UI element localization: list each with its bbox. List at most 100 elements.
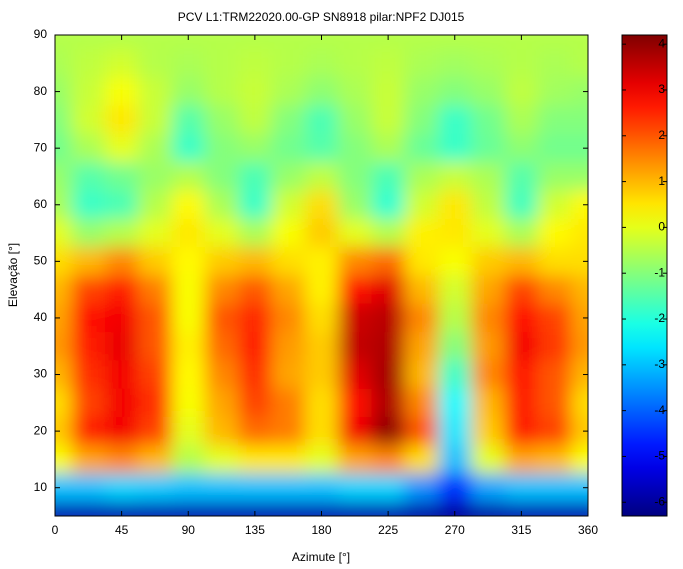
heatmap-cell [471,501,506,516]
heatmap-cell [304,388,339,418]
heatmap-cell [504,275,539,305]
x-tick-label: 315 [511,523,531,537]
heatmap-cell [471,360,506,390]
heatmap-cell [571,162,588,192]
x-tick-label: 45 [115,523,129,537]
heatmap-cell [338,105,372,135]
heatmap-cell [404,247,439,276]
heatmap-cell [371,445,406,475]
heatmap-cell [104,332,139,361]
y-tick-label: 90 [34,27,48,41]
x-tick-label: 270 [445,523,465,537]
heatmap-cell [371,388,406,418]
heatmap-cell [404,162,439,192]
heatmap-cell [238,360,273,390]
heatmap-cell [304,275,339,305]
heatmap-cell [104,134,139,163]
heatmap-cell [338,501,372,516]
heatmap-cell [504,35,539,50]
colorbar-tick-label: 4 [658,36,665,50]
heatmap-cell [71,247,106,276]
heatmap-cell [238,332,273,361]
heatmap-cell [404,445,439,475]
heatmap-cell [238,388,273,418]
colorbar-tick-label: 0 [658,220,665,234]
heatmap-cell [138,35,173,50]
colorbar-tick-label: -3 [654,357,665,371]
x-tick-label: 180 [311,523,331,537]
heatmap-cell [504,360,539,390]
heatmap-cell [338,360,372,390]
heatmap-cell [371,35,406,50]
colorbar-tick-label: 3 [658,82,665,96]
heatmap-cell [371,190,406,220]
heatmap-cell [171,247,206,276]
heatmap-cell [571,190,588,220]
heatmap-cell [538,501,572,516]
heatmap-cell [304,473,339,503]
heatmap-cell [71,501,106,516]
heatmap-cell [138,360,173,390]
heatmap-cell [471,134,506,163]
heatmap-cell [571,275,588,305]
heatmap-cell [55,35,73,50]
heatmap-cell [171,49,206,78]
heatmap-cell [271,416,306,446]
heatmap-cell [471,162,506,192]
heatmap-cell [438,247,472,276]
heatmap-cell [104,218,139,248]
heatmap-cell [571,105,588,135]
heatmap-cell [271,35,306,50]
heatmap-cell [304,247,339,276]
heatmap-cell [104,162,139,192]
heatmap-cell [571,473,588,503]
heatmap-cell [304,190,339,220]
heatmap-cell [271,134,306,163]
heatmap-cell [138,134,173,163]
y-tick-label: 20 [34,423,48,437]
heatmap-cell [304,416,339,446]
heatmap-cell [55,445,73,475]
heatmap-cell [404,190,439,220]
heatmap-cell [438,388,472,418]
heatmap-cell [104,360,139,390]
heatmap-cell [55,275,73,305]
heatmap-cell [571,360,588,390]
colorbar-tick-label: -6 [654,494,665,508]
heatmap-cell [71,332,106,361]
heatmap-cell [104,35,139,50]
heatmap-cell [238,218,273,248]
heatmap-cell [271,473,306,503]
y-axis-label: Elevação [°] [6,243,20,307]
heatmap-cell [471,332,506,361]
heatmap-cell [538,416,572,446]
heatmap-cell [338,445,372,475]
heatmap-cell [238,416,273,446]
heatmap-cell [504,218,539,248]
heatmap-cell [104,275,139,305]
heatmap-cell [538,388,572,418]
heatmap-cell [238,35,273,50]
heatmap-cell [571,35,588,50]
heatmap-cell [271,388,306,418]
heatmap-cell [138,275,173,305]
heatmap-cell [138,445,173,475]
heatmap-cell [138,190,173,220]
heatmap-cell [538,49,572,78]
heatmap-cell [71,49,106,78]
heatmap-cell [138,218,173,248]
heatmap-cell [438,445,472,475]
colorbar-tick-label: -1 [654,265,665,279]
heatmap-cell [238,303,273,333]
heatmap-cell [471,105,506,135]
heatmap-cell [571,332,588,361]
heatmap-cell [271,303,306,333]
heatmap-cell [171,501,206,516]
heatmap-cell [204,134,239,163]
heatmap-cell [171,218,206,248]
heatmap-cell [538,275,572,305]
heatmap-cell [204,332,239,361]
heatmap-cell [104,388,139,418]
heatmap-cell [504,303,539,333]
heatmap-cell [338,77,372,107]
